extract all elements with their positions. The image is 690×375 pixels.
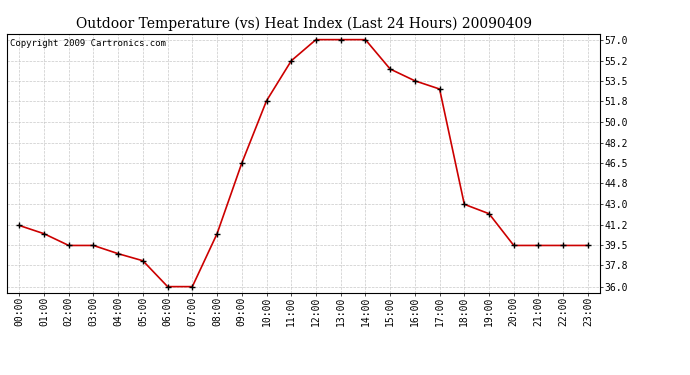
Text: Copyright 2009 Cartronics.com: Copyright 2009 Cartronics.com — [10, 39, 166, 48]
Title: Outdoor Temperature (vs) Heat Index (Last 24 Hours) 20090409: Outdoor Temperature (vs) Heat Index (Las… — [76, 17, 531, 31]
